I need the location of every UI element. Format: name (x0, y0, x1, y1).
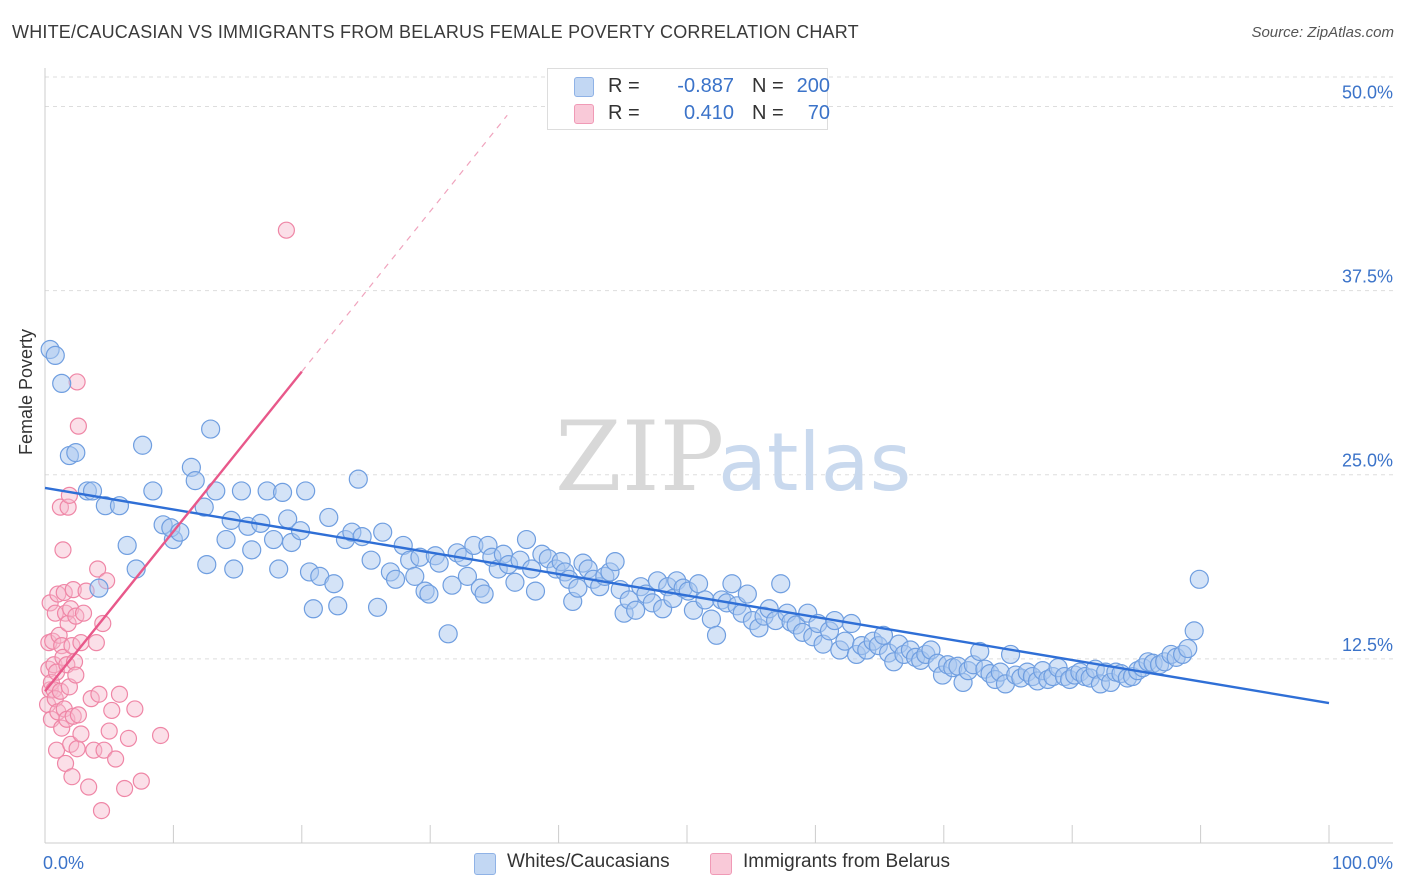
data-point-whites (702, 610, 720, 628)
data-point-belarus (278, 222, 294, 238)
data-point-belarus (120, 730, 136, 746)
data-point-whites (439, 625, 457, 643)
data-point-belarus (70, 707, 86, 723)
legend-r-value: -0.887 (642, 75, 734, 98)
data-point-belarus (55, 542, 71, 558)
correlation-legend: R = -0.887 N = 200 R = 0.410 N = 70 (547, 68, 828, 130)
data-point-whites (325, 575, 343, 593)
data-point-whites (1190, 570, 1208, 588)
y-tick-label: 12.5% (1342, 635, 1393, 655)
data-point-whites (387, 570, 405, 588)
data-point-whites (772, 575, 790, 593)
y-tick-label: 25.0% (1342, 451, 1393, 471)
data-point-whites (320, 508, 338, 526)
data-point-whites (526, 582, 544, 600)
data-point-belarus (153, 727, 169, 743)
legend-r-value: 0.410 (642, 102, 734, 125)
data-point-belarus (76, 605, 92, 621)
legend-r-label: R = (608, 102, 640, 125)
data-point-whites (374, 523, 392, 541)
data-point-belarus (101, 723, 117, 739)
data-point-belarus (61, 487, 77, 503)
data-point-whites (723, 575, 741, 593)
x-tick-label: 100.0% (1332, 853, 1393, 873)
data-point-whites (362, 551, 380, 569)
data-point-whites (1185, 622, 1203, 640)
data-point-belarus (91, 686, 107, 702)
data-point-whites (430, 554, 448, 572)
data-point-whites (1179, 640, 1197, 658)
y-tick-label: 50.0% (1342, 82, 1393, 102)
legend-r-label: R = (608, 75, 640, 98)
data-point-belarus (133, 773, 149, 789)
bottom-legend-swatch-whites (474, 853, 496, 875)
legend-n-value: 70 (776, 102, 830, 125)
data-point-whites (217, 531, 235, 549)
data-point-whites (134, 436, 152, 454)
data-point-whites (627, 601, 645, 619)
data-point-whites (690, 575, 708, 593)
data-point-whites (243, 541, 261, 559)
data-point-whites (297, 482, 315, 500)
gridlines (45, 77, 1393, 659)
data-point-whites (606, 553, 624, 571)
data-point-belarus (64, 769, 80, 785)
data-point-whites (232, 482, 250, 500)
bottom-legend-swatch-belarus (710, 853, 732, 875)
data-point-whites (369, 598, 387, 616)
data-point-belarus (111, 686, 127, 702)
watermark: ZIP atlas (555, 401, 911, 513)
y-tick-label: 37.5% (1342, 267, 1393, 287)
data-point-belarus (68, 667, 84, 683)
data-point-belarus (69, 741, 85, 757)
data-point-whites (738, 585, 756, 603)
bottom-legend-label-whites: Whites/Caucasians (507, 851, 670, 873)
data-point-belarus (127, 701, 143, 717)
data-point-whites (475, 585, 493, 603)
data-point-whites (198, 556, 216, 574)
legend-swatch-whites (574, 77, 594, 97)
bottom-legend-label-belarus: Immigrants from Belarus (743, 851, 950, 873)
data-point-whites (265, 531, 283, 549)
data-point-belarus (73, 726, 89, 742)
data-point-whites (202, 420, 220, 438)
data-point-whites (329, 597, 347, 615)
data-point-whites (186, 472, 204, 490)
legend-n-value: 200 (776, 75, 830, 98)
data-point-belarus (70, 418, 86, 434)
watermark-atlas: atlas (718, 416, 911, 509)
data-point-belarus (117, 780, 133, 796)
data-point-whites (118, 536, 136, 554)
data-point-whites (53, 374, 71, 392)
data-point-whites (46, 346, 64, 364)
data-point-whites (708, 626, 726, 644)
data-point-whites (518, 531, 536, 549)
data-point-whites (270, 560, 288, 578)
data-point-whites (225, 560, 243, 578)
data-point-whites (506, 573, 524, 591)
scatter-plot: ZIP atlas 12.5% 25.0% 37.5% 50.0% 0.0% 100.0% (0, 0, 1406, 892)
data-point-belarus (81, 779, 97, 795)
data-point-belarus (88, 635, 104, 651)
trend-line-belarus-extension (302, 115, 507, 371)
data-point-whites (67, 444, 85, 462)
trend-line-whites (45, 488, 1329, 703)
data-point-whites (274, 483, 292, 501)
data-point-whites (304, 600, 322, 618)
legend-swatch-belarus (574, 104, 594, 124)
watermark-zip: ZIP (555, 401, 724, 513)
data-point-belarus (108, 751, 124, 767)
data-point-belarus (104, 702, 120, 718)
data-point-whites (144, 482, 162, 500)
x-tick-label: 0.0% (43, 853, 84, 873)
data-point-whites (90, 579, 108, 597)
data-point-belarus (93, 803, 109, 819)
data-point-belarus (69, 374, 85, 390)
data-point-whites (349, 470, 367, 488)
data-point-whites (420, 585, 438, 603)
